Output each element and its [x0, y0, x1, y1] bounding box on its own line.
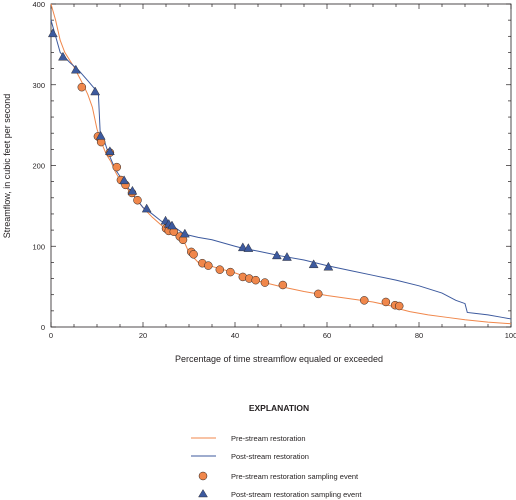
post-sampling-point [237, 242, 248, 252]
legend-post-marker-label: Post-stream restoration sampling event [231, 490, 362, 499]
series-markers [47, 28, 404, 311]
pre-sampling-point [112, 162, 122, 172]
legend-post-marker-swatch [198, 489, 208, 498]
pre-sampling-point [381, 297, 391, 307]
legend-post-line-label: Post-stream restoration [231, 452, 309, 461]
pre-sampling-point [251, 275, 260, 285]
post-sampling-point [58, 51, 68, 61]
x-tick-label: 0 [49, 331, 53, 340]
post-sampling-point [70, 64, 81, 74]
y-axis-ticks: 0 100 200 300 400 [32, 0, 511, 332]
pre-sampling-point [260, 278, 270, 287]
pre-sampling-point [133, 195, 142, 205]
plot-area: 0 20 40 60 80 100 0 100 200 300 400 [32, 0, 516, 340]
pre-sampling-point [226, 267, 235, 277]
x-tick-label: 80 [415, 331, 423, 340]
series-lines [50, 3, 512, 325]
post-sampling-point [141, 203, 152, 213]
legend-pre-marker-label: Pre-stream restoration sampling event [231, 472, 359, 481]
y-tick-label: 0 [41, 323, 45, 332]
legend-pre-marker-swatch [198, 471, 208, 481]
post-sampling-point [95, 131, 106, 140]
pre-sampling-point [204, 261, 213, 270]
post-sampling-point [105, 146, 115, 155]
post-sampling-point [282, 252, 292, 261]
pre-sampling-point [189, 250, 198, 259]
pre-sampling-point [314, 289, 323, 299]
pre-sampling-point [394, 301, 404, 311]
pre-sampling-point [215, 265, 225, 274]
post-sampling-point [272, 250, 282, 260]
post-sampling-point [90, 86, 101, 96]
pre-sampling-point [278, 280, 288, 290]
post-sampling-point [308, 259, 319, 269]
post-sampling-point [47, 28, 58, 38]
y-tick-label: 100 [32, 242, 45, 251]
y-axis-label: Streamflow, in cubic feet per second [2, 94, 12, 239]
y-tick-label: 400 [32, 0, 45, 9]
y-tick-label: 300 [32, 81, 45, 90]
pre-sampling-point [77, 82, 87, 92]
legend: EXPLANATION Pre-stream restoration Post-… [191, 403, 362, 499]
post-sampling-point [127, 185, 138, 195]
x-axis-ticks: 0 20 40 60 80 100 [49, 4, 516, 340]
post-sampling-point [323, 261, 334, 271]
x-tick-label: 20 [139, 331, 147, 340]
post-sampling-point [180, 228, 190, 238]
pre-sampling-point [360, 296, 369, 305]
x-axis-label: Percentage of time streamflow equaled or… [175, 354, 383, 364]
post-sampling-point [119, 175, 129, 185]
series-line-pre-restoration [50, 3, 512, 325]
post-sampling-point [167, 220, 177, 230]
post-sampling-point [243, 243, 254, 252]
y-tick-label: 200 [32, 162, 45, 171]
legend-pre-line-label: Pre-stream restoration [231, 434, 306, 443]
x-tick-label: 60 [323, 331, 331, 340]
x-tick-label: 40 [231, 331, 239, 340]
x-tick-label: 100 [505, 331, 516, 340]
legend-title: EXPLANATION [249, 403, 309, 413]
